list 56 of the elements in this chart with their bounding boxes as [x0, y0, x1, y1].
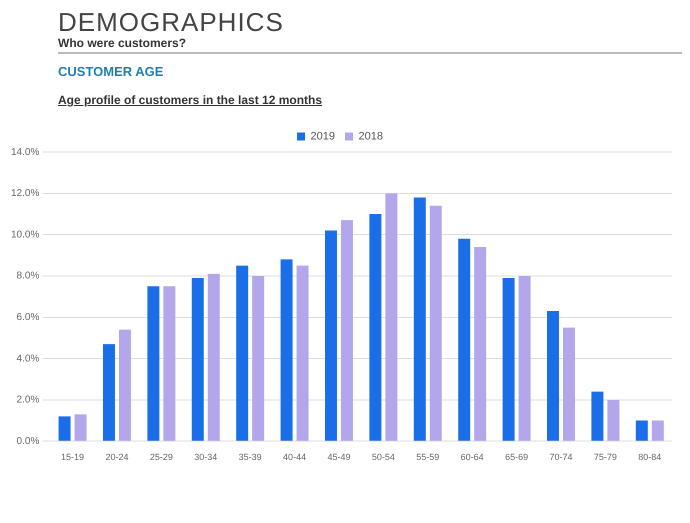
bar: [518, 276, 531, 441]
bar: [502, 278, 515, 441]
x-tick-label: 35-39: [238, 452, 262, 462]
legend-label: 2018: [358, 130, 383, 143]
x-tick-label: 60-64: [460, 452, 484, 462]
x-tick-label: 15-19: [61, 452, 84, 462]
bar: [236, 266, 248, 441]
x-tick-label: 55-59: [416, 452, 440, 462]
x-tick-label: 30-34: [194, 452, 218, 462]
bar: [280, 259, 293, 441]
bar: [652, 420, 664, 441]
x-tick-label: 40-44: [283, 452, 306, 462]
text: CUSTOMER AGE: [58, 64, 164, 79]
y-tick-label: 4.0%: [16, 353, 40, 364]
y-tick-label: 6.0%: [16, 312, 40, 324]
bar: [636, 420, 648, 441]
bar: [547, 311, 559, 441]
bar: [430, 206, 442, 441]
bar: [340, 220, 353, 441]
bar: [74, 414, 87, 441]
bar: [474, 247, 486, 441]
x-tick-label: 75-79: [594, 452, 617, 462]
bar: [118, 330, 131, 441]
chart-title: DEMOGRAPHICS: [58, 7, 285, 37]
y-tick-label: 0.0%: [16, 436, 40, 447]
x-tick-label: 65-69: [505, 452, 528, 462]
y-tick-label: 10.0%: [10, 229, 40, 240]
bar: [163, 286, 176, 441]
bar: [414, 197, 426, 441]
text: Age profile of customers in the last 12 months: [58, 93, 324, 107]
y-tick-label: 8.0%: [16, 270, 40, 282]
x-tick-label: 80-84: [638, 452, 662, 462]
bar: [147, 286, 160, 441]
x-tick-label: 20-24: [105, 452, 128, 462]
chart-subtitle: Who were customers?: [58, 36, 682, 54]
y-tick-label: 2.0%: [16, 394, 40, 406]
bar: [562, 328, 575, 441]
bar: [591, 392, 604, 441]
bar: [324, 230, 337, 441]
bar: [385, 193, 398, 441]
y-tick-label: 12.0%: [10, 188, 40, 200]
bar: [192, 278, 204, 441]
x-tick-label: 50-54: [372, 452, 395, 462]
bar: [458, 238, 470, 441]
x-tick-label: 45-49: [327, 452, 350, 462]
bar: [296, 266, 309, 441]
bar: [58, 416, 71, 441]
y-tick-label: 14.0%: [10, 146, 40, 158]
x-tick-label: 70-74: [549, 452, 573, 462]
bar: [102, 344, 115, 441]
bar: [252, 276, 264, 441]
x-tick-label: 25-29: [150, 452, 173, 462]
bar: [607, 400, 620, 441]
bar: [208, 274, 220, 441]
bar: [369, 214, 382, 441]
legend-label: 2019: [310, 130, 336, 143]
